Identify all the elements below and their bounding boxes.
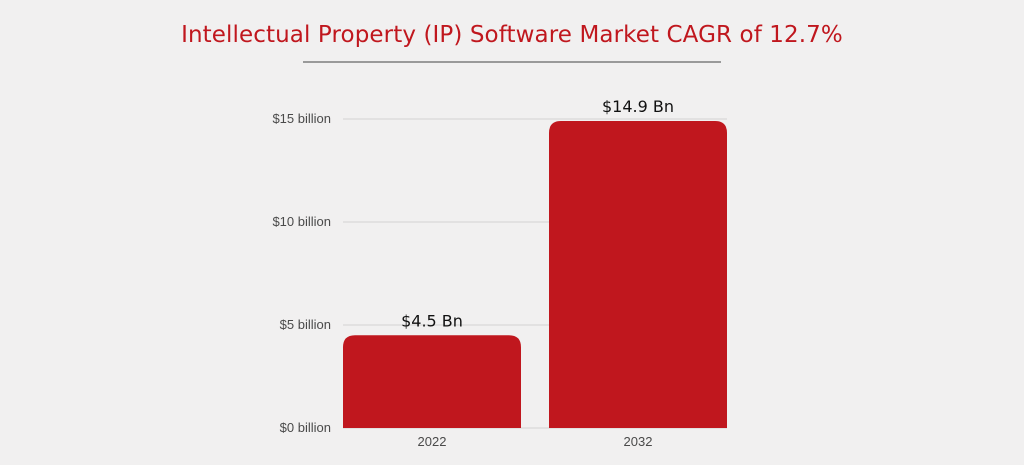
data-labels: $4.5 Bn $14.9 Bn [401,97,674,330]
bars [343,121,727,428]
y-tick-label: $15 billion [272,111,331,126]
title-divider [303,61,721,63]
x-tick-label: 2022 [418,434,447,449]
bar [343,335,521,428]
bar [549,121,727,428]
x-axis-tick-labels: 2022 2032 [418,434,653,449]
chart-title: Intellectual Property (IP) Software Mark… [181,22,843,48]
x-tick-label: 2032 [624,434,653,449]
y-tick-label: $0 billion [280,420,331,435]
y-tick-label: $10 billion [272,214,331,229]
y-tick-label: $5 billion [280,317,331,332]
bar-data-label: $14.9 Bn [602,97,674,116]
y-axis-tick-labels: $0 billion $5 billion $10 billion $15 billi… [272,111,331,435]
bar-data-label: $4.5 Bn [401,311,463,330]
